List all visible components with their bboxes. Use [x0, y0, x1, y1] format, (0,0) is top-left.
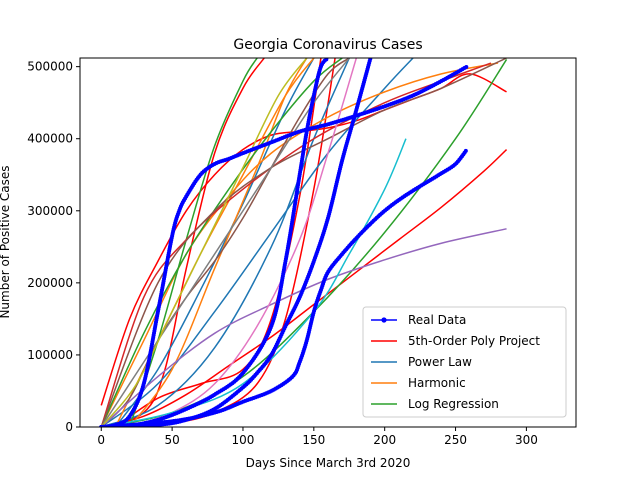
series-layer [99, 58, 508, 427]
fit-curve-6 [100, 58, 414, 427]
fit-curve-9 [100, 62, 499, 427]
legend: Real Data 5th-Order Poly Project Power Law… [362, 306, 567, 418]
fit-curve-5 [101, 58, 265, 427]
real-data-point [464, 64, 469, 69]
real-data-point [368, 58, 373, 61]
legend-label: Log Regression [408, 397, 499, 411]
legend-entry: Real Data [371, 313, 466, 327]
x-tick-label: 250 [444, 433, 467, 447]
fit-curve-2 [101, 148, 508, 427]
y-tick-label: 200000 [27, 276, 73, 290]
real-data-point [324, 58, 329, 62]
fit-curve-15 [100, 62, 492, 427]
y-tick-label: 100000 [27, 348, 73, 362]
y-tick-label: 300000 [27, 204, 73, 218]
real-data-markers-3 [99, 58, 373, 427]
real-data-markers-4 [99, 148, 468, 427]
x-tick-label: 50 [164, 433, 179, 447]
legend-label: Harmonic [408, 376, 466, 390]
legend-label: Real Data [408, 313, 466, 327]
fit-curve-8 [114, 58, 315, 427]
fit-curve-7 [100, 58, 350, 427]
y-ticks: 0 100000 200000 300000 400000 500000 [27, 60, 80, 434]
fit-curve-16 [100, 58, 507, 427]
legend-marker [381, 317, 387, 323]
y-tick-label: 0 [65, 420, 73, 434]
x-tick-label: 200 [373, 433, 396, 447]
y-tick-label: 500000 [27, 60, 73, 74]
legend-entry: 5th-Order Poly Project [371, 334, 540, 348]
legend-label: Power Law [408, 355, 472, 369]
fit-curve-12 [100, 58, 343, 427]
x-tick-label: 100 [232, 433, 255, 447]
legend-box [362, 306, 567, 418]
y-axis-label: Number of Positive Cases [0, 165, 12, 318]
real-data-point [463, 148, 468, 153]
x-tick-label: 300 [515, 433, 538, 447]
fit-curve-14 [128, 58, 258, 427]
x-tick-label: 150 [302, 433, 325, 447]
fit-curve-18 [100, 228, 507, 427]
legend-label: 5th-Order Poly Project [408, 334, 540, 348]
x-axis-label: Days Since March 3rd 2020 [246, 456, 411, 470]
chart-title: Georgia Coronavirus Cases [233, 37, 422, 53]
fit-curve-21 [100, 58, 308, 427]
legend-entry: Power Law [371, 355, 472, 369]
x-ticks: 0 50 100 150 200 250 300 [97, 427, 538, 447]
y-tick-label: 400000 [27, 132, 73, 146]
plot-frame [79, 57, 577, 428]
x-tick-label: 0 [97, 433, 105, 447]
real-data-markers-1 [99, 64, 469, 427]
legend-entry: Log Regression [371, 397, 499, 411]
legend-entry: Harmonic [371, 376, 466, 390]
